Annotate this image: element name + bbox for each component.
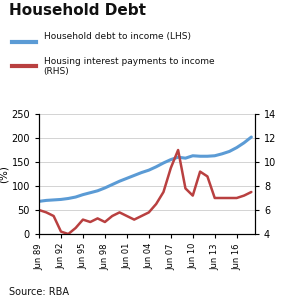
Text: Source: RBA: Source: RBA <box>9 287 69 297</box>
Text: Household Debt: Household Debt <box>9 3 146 18</box>
Text: Household debt to income (LHS): Household debt to income (LHS) <box>44 32 190 41</box>
Y-axis label: (%): (%) <box>0 165 9 183</box>
Text: Housing interest payments to income
(RHS): Housing interest payments to income (RHS… <box>44 57 214 76</box>
